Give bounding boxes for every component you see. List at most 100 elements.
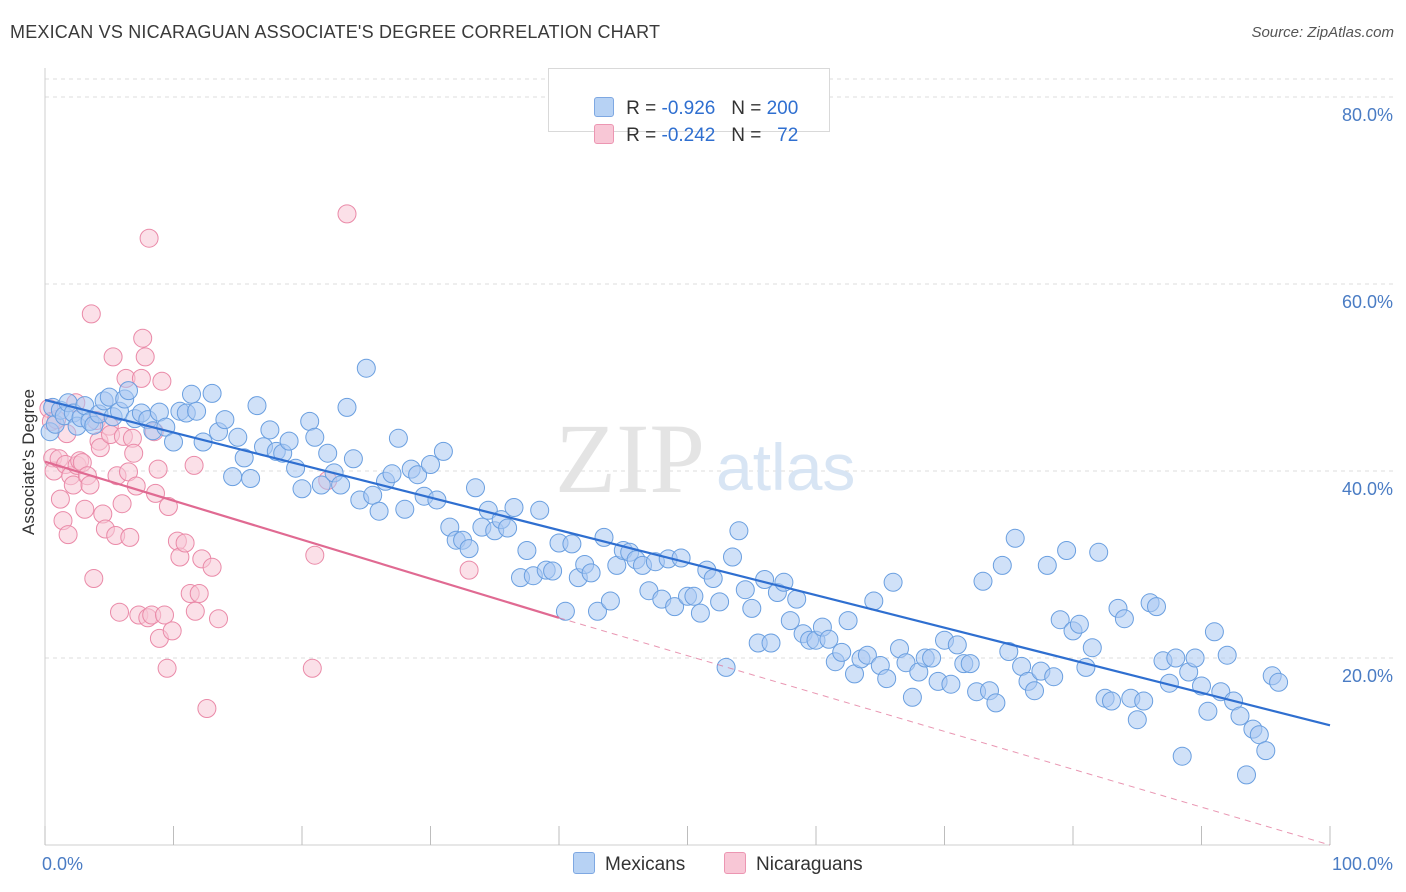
tick-labels: 20.0% 40.0% 60.0% 80.0% 0.0% 100.0% xyxy=(42,105,1393,874)
legend-row-nicaraguans: R = -0.242 N = 72 xyxy=(573,102,798,146)
data-point xyxy=(356,358,376,378)
data-point xyxy=(1005,528,1025,548)
legend-row-mexicans: R = -0.926 N = 200 xyxy=(573,75,798,119)
data-point xyxy=(1269,672,1289,692)
data-point xyxy=(152,371,172,391)
data-point xyxy=(1134,691,1154,711)
data-point xyxy=(1082,638,1102,658)
trend-line-nicaraguans xyxy=(44,460,560,619)
data-point xyxy=(459,560,479,580)
data-point xyxy=(562,534,582,554)
data-point xyxy=(600,591,620,611)
data-point xyxy=(131,368,151,388)
y-axis-label: Associate's Degree xyxy=(19,389,38,535)
data-point xyxy=(50,489,70,509)
legend-item-mexicans[interactable]: Mexicans xyxy=(573,852,685,876)
data-point xyxy=(305,427,325,447)
data-point xyxy=(75,499,95,519)
data-point xyxy=(234,448,254,468)
data-point xyxy=(973,571,993,591)
chart-title: MEXICAN VS NICARAGUAN ASSOCIATE'S DEGREE… xyxy=(10,22,661,42)
data-point xyxy=(215,410,235,430)
x-tick-label: 100.0% xyxy=(1332,854,1393,874)
data-point xyxy=(543,561,563,581)
data-point xyxy=(139,228,159,248)
legend-r-label: R = xyxy=(626,98,662,119)
data-point xyxy=(343,449,363,469)
data-point xyxy=(1057,541,1077,560)
data-point xyxy=(735,580,755,600)
data-point xyxy=(157,658,177,678)
y-tick-label: 40.0% xyxy=(1342,479,1393,499)
data-point xyxy=(877,669,897,689)
data-point xyxy=(337,204,357,224)
legend-r-value: -0.242 xyxy=(661,125,716,146)
data-point xyxy=(148,459,168,479)
data-point xyxy=(517,541,537,560)
data-point xyxy=(110,602,129,622)
trend-extension-nicaraguans xyxy=(558,617,1331,846)
data-point xyxy=(684,586,704,606)
data-point xyxy=(382,464,402,484)
data-point xyxy=(209,609,228,629)
data-point xyxy=(162,621,182,641)
data-point xyxy=(729,521,749,541)
data-point xyxy=(279,431,299,451)
data-point xyxy=(941,674,961,694)
data-point xyxy=(986,693,1006,713)
legend-n-value: 72 xyxy=(766,125,799,146)
data-point xyxy=(175,533,195,553)
data-point xyxy=(819,629,839,649)
data-point xyxy=(723,547,742,567)
data-point xyxy=(124,443,144,463)
data-point xyxy=(135,347,155,367)
data-point xyxy=(1256,741,1276,761)
data-point xyxy=(1147,597,1166,617)
data-point xyxy=(120,527,140,547)
data-point xyxy=(1044,667,1064,687)
data-point xyxy=(311,475,331,495)
data-point xyxy=(241,469,261,488)
data-point xyxy=(1166,648,1186,668)
data-point xyxy=(761,633,781,653)
watermark-zip: ZIP xyxy=(555,403,705,514)
data-point xyxy=(902,687,922,707)
y-tick-label: 80.0% xyxy=(1342,105,1393,125)
data-point xyxy=(999,642,1019,661)
data-point xyxy=(247,396,267,416)
nicaraguans-points xyxy=(39,204,479,718)
data-point xyxy=(202,383,222,403)
data-point xyxy=(228,427,248,447)
data-point xyxy=(555,601,575,621)
data-point xyxy=(466,478,485,498)
data-point xyxy=(133,328,153,348)
data-point xyxy=(742,598,762,618)
legend-label-nicaraguans: Nicaraguans xyxy=(756,854,863,875)
data-point xyxy=(158,497,178,516)
data-point xyxy=(1249,725,1269,745)
data-point xyxy=(703,569,723,588)
data-point xyxy=(1102,691,1121,711)
legend-r-value: -0.926 xyxy=(661,98,716,119)
correlation-legend: R = -0.926 N = 200 R = -0.242 N = 72 xyxy=(548,68,830,146)
data-point xyxy=(832,642,852,662)
data-point xyxy=(189,584,209,603)
mexicans-points xyxy=(40,358,1289,785)
data-point xyxy=(395,499,415,519)
data-point xyxy=(164,432,183,452)
source-note: Source: ZipAtlas.com xyxy=(1251,24,1394,41)
data-point xyxy=(498,518,518,538)
data-point xyxy=(665,597,685,617)
nicaraguans-swatch xyxy=(724,852,746,874)
data-point xyxy=(90,438,110,458)
data-point xyxy=(883,572,903,592)
data-point xyxy=(184,455,204,475)
data-point xyxy=(1069,614,1089,634)
legend-item-nicaraguans[interactable]: Nicaraguans xyxy=(724,852,863,876)
data-point xyxy=(388,428,408,448)
data-point xyxy=(1172,746,1192,766)
data-point xyxy=(588,601,607,621)
data-point xyxy=(363,485,383,505)
watermark-atlas: atlas xyxy=(716,430,855,504)
